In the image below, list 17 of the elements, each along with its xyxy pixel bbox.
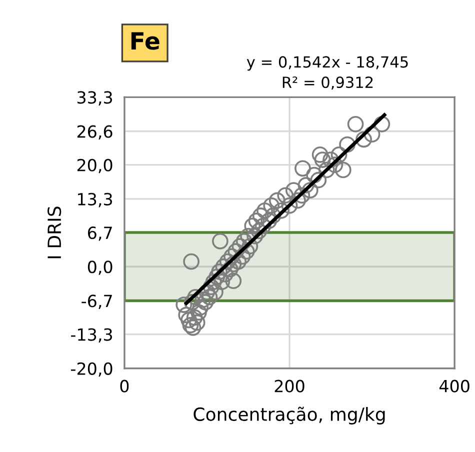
y-tick-label: 20,0 bbox=[77, 158, 112, 174]
text: y = 0,1542x - 18,745 bbox=[246, 56, 408, 71]
y-tick-label: -6,7 bbox=[82, 294, 112, 309]
y-axis-title: I DRIS bbox=[48, 206, 62, 258]
y-tick-label: 33,3 bbox=[78, 91, 112, 106]
x-tick-label: 200 bbox=[274, 380, 304, 392]
y-tick-label: 6,7 bbox=[88, 226, 112, 241]
y-tick-label: 0,0 bbox=[88, 260, 112, 275]
y-tick-label: 13,3 bbox=[78, 192, 112, 208]
x-axis-title: Concentração, mg/kg bbox=[194, 406, 385, 425]
y-tick-label: 26,6 bbox=[77, 125, 112, 140]
x-tick-label: 400 bbox=[439, 380, 470, 392]
x-tick-label: 0 bbox=[120, 380, 129, 392]
chart-title: Fe bbox=[131, 32, 160, 50]
text: R² = 0,9312 bbox=[282, 76, 373, 90]
y-tick-label: -13,3 bbox=[71, 328, 112, 343]
y-tick-label: -20,0 bbox=[71, 362, 112, 377]
